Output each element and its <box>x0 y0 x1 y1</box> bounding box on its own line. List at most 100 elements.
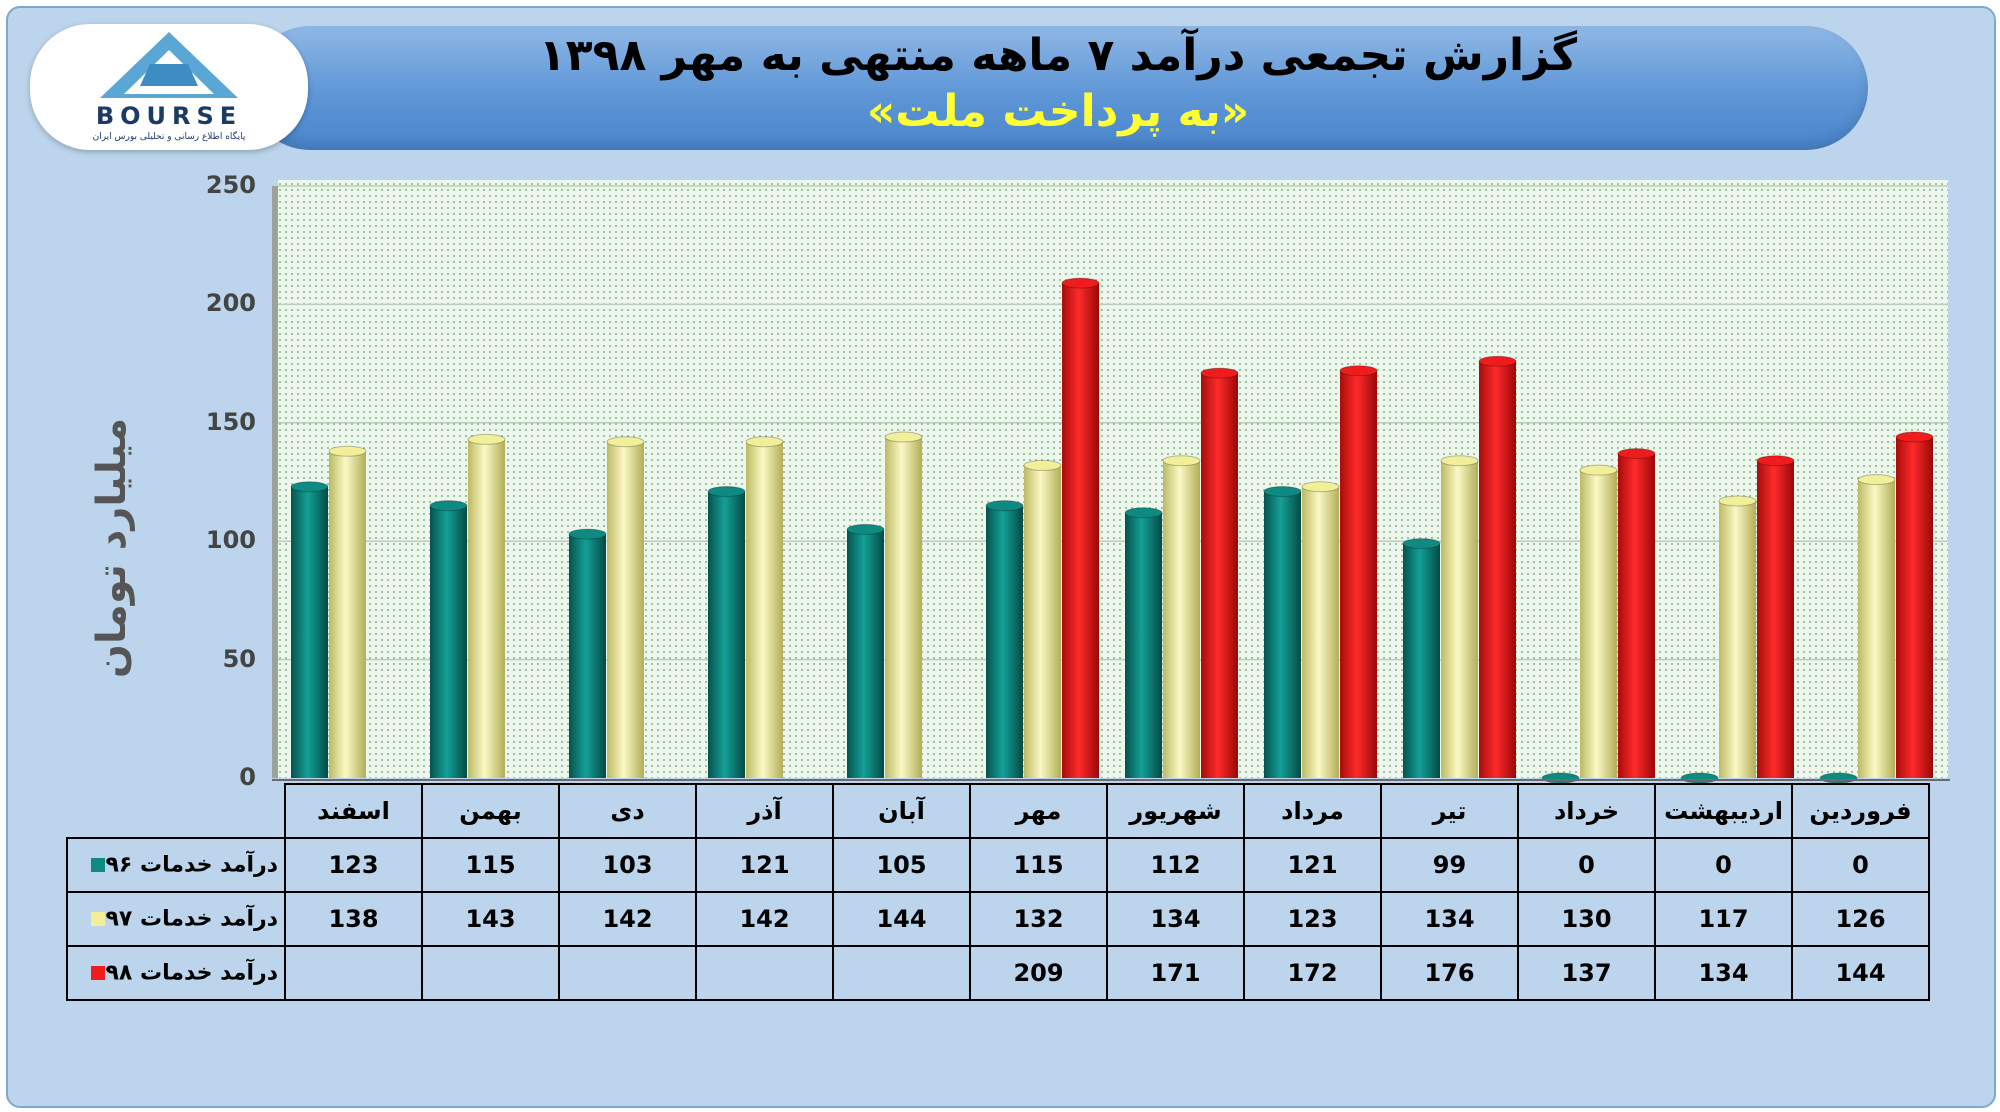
bar-2-9 <box>1440 455 1479 778</box>
bar-3-9 <box>1478 355 1517 778</box>
bar-2-3 <box>606 436 645 778</box>
bar-3-12 <box>1895 431 1934 778</box>
data-label: 142 <box>695 891 834 947</box>
bar-3-10 <box>1617 448 1656 778</box>
data-label: 123 <box>284 837 423 893</box>
gridlines <box>278 185 1948 661</box>
bar-1-3 <box>568 528 607 778</box>
month-label: تیر <box>1380 783 1519 839</box>
data-label: 134 <box>1106 891 1245 947</box>
month-label: آذر <box>695 783 834 839</box>
data-label <box>558 945 697 1001</box>
chart-subtitle: «به پرداخت ملت» <box>866 86 1250 137</box>
bar-3-11 <box>1756 455 1795 778</box>
bar-1-7 <box>1124 507 1163 778</box>
month-label: مهر <box>969 783 1108 839</box>
logo-mark-icon <box>100 32 238 98</box>
series-name: درآمد خدمات ۹۶ <box>105 852 278 878</box>
data-label: 115 <box>969 837 1108 893</box>
month-label: فروردین <box>1791 783 1930 839</box>
data-label: 137 <box>1517 945 1656 1001</box>
bourse-logo: BOURSE پایگاه اطلاع رسانی و تحلیلی بورس … <box>30 24 308 150</box>
series-label: درآمد خدمات ۹۸ <box>66 945 286 1001</box>
plot-area <box>278 180 1948 778</box>
bar-3-6 <box>1061 277 1100 778</box>
bar-1-11 <box>1680 772 1719 784</box>
bar-1-10 <box>1541 772 1580 784</box>
bar-1-4 <box>707 485 746 778</box>
data-label: 121 <box>1243 837 1382 893</box>
title-banner <box>248 26 1868 150</box>
data-label <box>284 945 423 1001</box>
month-label: آبان <box>832 783 971 839</box>
bar-2-11 <box>1718 495 1757 778</box>
bar-1-1 <box>290 481 329 778</box>
data-label: 123 <box>1243 891 1382 947</box>
chart-frame: گزارش تجمعی درآمد ۷ ماهه منتهی به مهر ۱۳… <box>6 6 1996 1108</box>
legend-swatch <box>91 912 106 927</box>
data-table: اسفند بهمن دی آذر آبان مهر شهریور مرداد تیر خرداد… <box>66 783 1930 1001</box>
month-label: اردیبهشت <box>1654 783 1793 839</box>
data-label: 134 <box>1654 945 1793 1001</box>
bar-2-8 <box>1301 481 1340 778</box>
bar-2-6 <box>1023 459 1062 778</box>
table-row: درآمد خدمات ۹۸ 209 171 172 176 137 134 144 <box>66 945 1930 1001</box>
table-corner <box>67 784 285 838</box>
bars <box>290 277 1934 784</box>
data-label: 134 <box>1380 891 1519 947</box>
month-label: اسفند <box>284 783 423 839</box>
bar-3-7 <box>1200 367 1239 778</box>
bar-2-12 <box>1857 474 1896 778</box>
bar-2-5 <box>884 431 923 778</box>
data-label: 0 <box>1654 837 1793 893</box>
data-label: 105 <box>832 837 971 893</box>
data-label: 144 <box>1791 945 1930 1001</box>
data-label: 209 <box>969 945 1108 1001</box>
bar-2-4 <box>745 436 784 778</box>
data-label: 121 <box>695 837 834 893</box>
series-label: درآمد خدمات ۹۷ <box>66 891 286 947</box>
data-label: 172 <box>1243 945 1382 1001</box>
data-label: 0 <box>1517 837 1656 893</box>
series-name: درآمد خدمات ۹۸ <box>105 960 278 986</box>
table-row: درآمد خدمات ۹۷ 138 143 142 142 144 132 134 123 13… <box>66 891 1930 947</box>
legend-swatch <box>91 966 106 981</box>
data-label: 126 <box>1791 891 1930 947</box>
data-label: 144 <box>832 891 971 947</box>
data-label <box>421 945 560 1001</box>
data-label: 115 <box>421 837 560 893</box>
bar-2-7 <box>1162 455 1201 778</box>
data-label: 142 <box>558 891 697 947</box>
data-label <box>832 945 971 1001</box>
table-row: درآمد خدمات ۹۶ 123 115 103 121 105 115 112 121 99… <box>66 837 1930 893</box>
data-label: 103 <box>558 837 697 893</box>
plot-side-wall <box>272 186 278 778</box>
y-tick-label: 50 <box>222 644 256 673</box>
data-label: 112 <box>1106 837 1245 893</box>
data-label: 0 <box>1791 837 1930 893</box>
month-label: بهمن <box>421 783 560 839</box>
data-label: 117 <box>1654 891 1793 947</box>
data-label: 171 <box>1106 945 1245 1001</box>
bar-1-5 <box>846 523 885 778</box>
month-label: مرداد <box>1243 783 1382 839</box>
series-name: درآمد خدمات ۹۷ <box>105 906 278 932</box>
logo-name: BOURSE <box>95 102 243 130</box>
bar-2-2 <box>467 433 506 778</box>
bar-2-10 <box>1579 464 1618 778</box>
bar-chart <box>272 180 1950 784</box>
month-label: دی <box>558 783 697 839</box>
data-label: 99 <box>1380 837 1519 893</box>
bar-1-6 <box>985 500 1024 778</box>
legend-swatch <box>91 858 106 873</box>
y-tick-label: 0 <box>239 763 256 791</box>
series-label: درآمد خدمات ۹۶ <box>66 837 286 893</box>
data-label: 143 <box>421 891 560 947</box>
bar-1-2 <box>429 500 468 778</box>
table-header-row: اسفند بهمن دی آذر آبان مهر شهریور مرداد تیر خرداد… <box>67 783 1930 839</box>
month-label: شهریور <box>1106 783 1245 839</box>
logo-tagline: پایگاه اطلاع رسانی و تحلیلی بورس ایران <box>92 132 246 142</box>
data-label <box>695 945 834 1001</box>
bar-1-9 <box>1402 538 1441 778</box>
chart-title: گزارش تجمعی درآمد ۷ ماهه منتهی به مهر ۱۳… <box>538 30 1578 81</box>
